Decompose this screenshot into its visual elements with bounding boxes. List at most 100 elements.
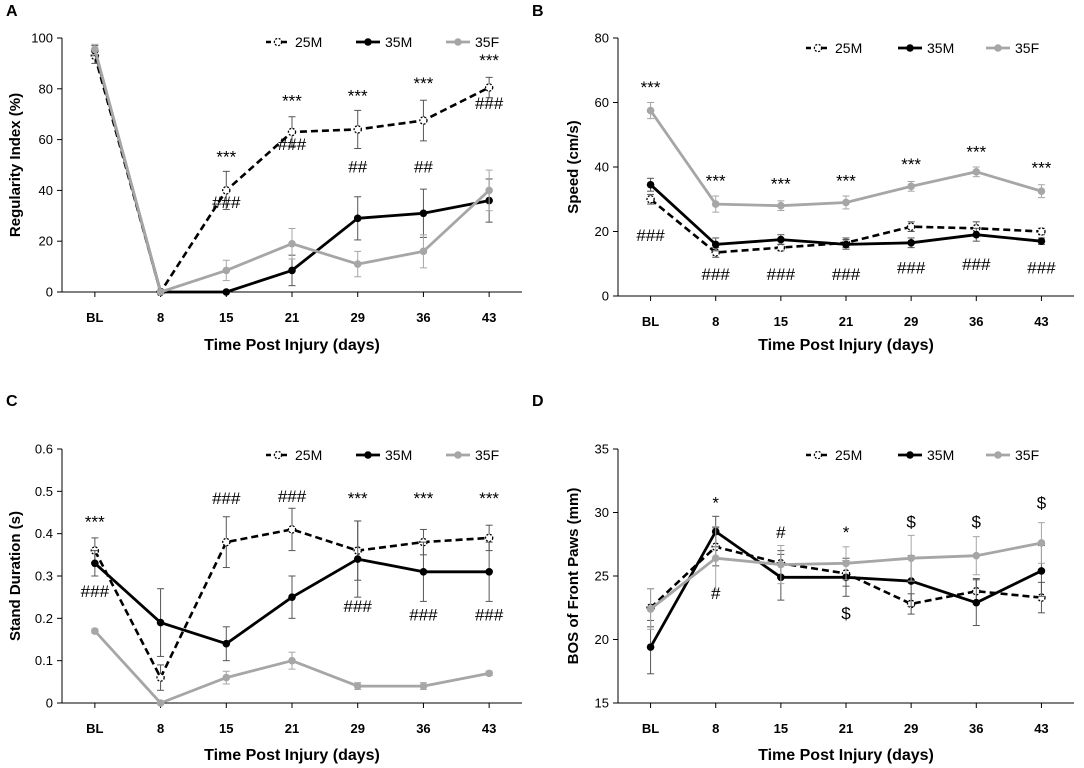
data-point [353,555,362,563]
y-tick-label: 60 [39,132,53,147]
data-point [222,266,231,275]
panel-b: B 0 20 40 60 80 BL 8 15 21 29 36 43 Time Post Injury … [532,3,1074,354]
significance-marker: *** [85,512,105,531]
x-tick-label: 21 [839,314,853,329]
significance-marker: ### [636,226,665,245]
data-point [353,125,362,134]
data-point [485,186,493,195]
significance-marker: ### [278,135,307,154]
data-point [646,605,655,613]
y-tick-label: 0 [602,289,609,304]
y-tick-label: 80 [39,81,53,96]
data-point [1037,187,1046,195]
data-point [419,116,428,125]
panel-letter: D [532,393,544,410]
significance-marker: *** [706,171,726,190]
data-point [1037,539,1046,547]
y-tick-label: 60 [595,95,609,110]
data-point [972,598,981,607]
data-point [222,673,231,682]
data-point [222,288,231,296]
y-tick-label: 0 [46,285,53,300]
data-point [222,639,231,648]
significance-marker: *** [836,171,856,190]
legend-label: 35F [475,447,499,463]
y-axis-title: Regularity Index (%) [7,93,24,237]
y-tick-label: 0.2 [35,611,53,626]
significance-marker: ### [212,489,241,508]
significance-marker: ### [278,487,307,506]
data-point [646,194,655,204]
y-tick-label: 0.3 [35,569,53,584]
y-tick-label: 40 [39,183,53,198]
legend-label: 35M [927,40,954,56]
significance-marker: ### [212,193,241,212]
significance-marker: *** [348,87,368,106]
legend-label: 25M [295,34,322,50]
x-tick-label: 29 [904,314,918,329]
significance-marker: ### [81,582,110,601]
series-35f [646,522,1046,630]
legend-label: 25M [835,40,862,56]
data-point [222,186,231,195]
x-tick-label: 43 [1034,314,1048,329]
y-tick-label: 35 [595,442,609,457]
data-point [156,673,165,682]
legend-label: 25M [295,447,322,463]
y-tick-label: 20 [39,234,53,249]
significance-marker: *** [901,155,921,174]
significance-marker: *** [348,489,368,508]
data-point [972,551,981,560]
data-point [1037,593,1046,602]
data-point [91,45,99,54]
data-point [222,537,231,547]
significance-marker: *** [479,51,499,70]
y-tick-label: 30 [595,505,609,520]
legend-marker [994,451,1002,459]
data-point [711,200,720,208]
panel-letter: C [6,393,18,410]
x-tick-label: 15 [774,314,788,329]
y-tick-label: 0.5 [35,484,53,499]
data-point [842,559,850,568]
data-point [156,699,165,707]
x-tick-label: 36 [969,721,983,736]
data-point [287,127,297,137]
panel-d: D 15 20 25 30 35 BL 8 15 21 29 36 43 Time Post Injury… [532,393,1074,764]
data-point [777,235,785,244]
y-tick-label: 20 [595,224,609,239]
data-point [842,240,850,249]
significance-marker: *** [966,142,986,161]
y-tick-label: 20 [595,632,609,647]
x-tick-label: 8 [712,314,719,329]
data-point [907,238,915,247]
data-point [777,560,785,569]
legend-marker [454,451,462,459]
data-point [646,180,655,189]
x-tick-label: 15 [219,721,233,736]
x-axis-title: Time Post Injury (days) [758,337,934,354]
significance-marker: $ [972,513,982,532]
significance-marker: ### [409,605,438,624]
x-tick-label: 36 [416,310,430,325]
data-point [419,682,428,690]
significance-marker: *** [1031,158,1051,177]
significance-marker: $ [1037,494,1047,513]
x-tick-label: 8 [157,721,164,736]
significance-marker: ## [414,158,433,177]
legend-marker [994,44,1002,52]
y-tick-label: 40 [595,160,609,175]
data-point [156,288,165,296]
data-point [777,201,785,210]
significance-marker: ### [897,258,926,277]
data-point [776,243,786,252]
significance-marker: ### [702,265,731,284]
legend-marker [273,450,283,460]
data-point [972,168,981,176]
significance-marker: # [711,584,721,603]
data-point [711,240,720,249]
legend-label: 35F [1015,447,1039,463]
data-point [1037,567,1046,575]
x-tick-label: 43 [1034,721,1048,736]
data-point [288,593,296,601]
